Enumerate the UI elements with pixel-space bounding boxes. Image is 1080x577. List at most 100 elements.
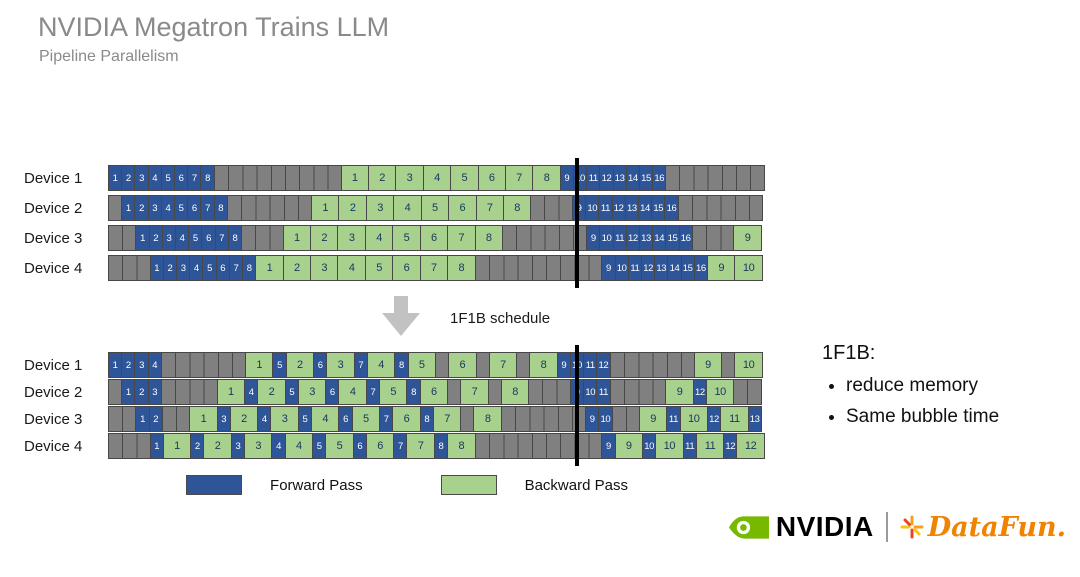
forward-cell: 2: [134, 379, 149, 405]
forward-cell: 8: [227, 225, 243, 251]
forward-cell: 2: [121, 352, 136, 378]
backward-cell: 7: [447, 225, 476, 251]
default-schedule-chart: Device 1 1 2 3 4 5 6 7 8 1 2 3 4 5 6 7 8 9 10 11 12 13 14 15 16 D…: [24, 158, 790, 288]
forward-cell: 7: [353, 352, 368, 378]
backward-pass-label: Backward Pass: [524, 476, 628, 494]
backward-cell: 1: [311, 195, 340, 221]
forward-cell: 12: [692, 379, 707, 405]
backward-cell: 6: [392, 406, 421, 432]
backward-cell: 9: [693, 352, 723, 378]
idle-cell: [475, 352, 490, 378]
forward-cell: 2: [148, 406, 163, 432]
forward-cell: 12: [723, 433, 738, 459]
forward-cell: 1: [135, 406, 150, 432]
forward-cell: 13: [638, 225, 654, 251]
forward-cell: 2: [121, 165, 136, 191]
backward-cell: 6: [392, 255, 421, 281]
backward-cell: 1: [162, 433, 192, 459]
notes-heading: 1F1B:: [822, 342, 876, 364]
forward-cell: 6: [338, 406, 353, 432]
forward-cell: 7: [379, 406, 394, 432]
backward-cell: 7: [432, 406, 462, 432]
backward-cell: 11: [720, 406, 749, 432]
pipeline-flush-line: [574, 158, 579, 288]
forward-cell: 10: [598, 406, 613, 432]
forward-cell: 3: [176, 255, 191, 281]
backward-cell: 3: [337, 225, 366, 251]
forward-cell: 7: [187, 165, 202, 191]
forward-cell: 9: [586, 225, 601, 251]
forward-cell: 11: [586, 165, 601, 191]
forward-cell: 2: [162, 255, 178, 281]
backward-cell: 5: [450, 165, 479, 191]
backward-cell: 5: [420, 195, 450, 221]
backward-cell: 8: [529, 352, 558, 378]
idle-cell: [691, 225, 735, 251]
backward-cell: 2: [203, 433, 232, 459]
backward-cell: 7: [488, 352, 518, 378]
datafun-star-icon: [900, 515, 924, 539]
idle-cell: [241, 225, 284, 251]
device-label: Device 1: [24, 356, 83, 374]
backward-cell: 3: [310, 255, 339, 281]
pipeline-flush-line: [574, 345, 579, 466]
forward-cell: 4: [189, 255, 204, 281]
backward-cell: 6: [448, 352, 477, 378]
backward-cell: 5: [407, 352, 436, 378]
backward-cell: 10: [705, 379, 735, 405]
forward-cell: 4: [160, 195, 176, 221]
backward-cell: 5: [351, 406, 381, 432]
backward-cell: 8: [447, 433, 476, 459]
notes-list: reduce memory Same bubble time: [822, 375, 1072, 428]
schedule-track: 1 1 2 2 3 3 4 4 5 5 6 6 7 7 8 8 9 9 10 10 11 11 12 12: [108, 433, 790, 459]
backward-cell: 10: [734, 352, 763, 378]
forward-cell: 13: [747, 406, 762, 432]
device-label: Device 4: [24, 437, 83, 455]
forward-cell: 6: [201, 225, 216, 251]
backward-cell: 5: [325, 433, 354, 459]
backward-cell: 3: [365, 195, 395, 221]
device-row: Device 4 1 2 3 4 5 6 7 8 1 2 3 4 5 6 7 8 9 10 11 12 13 14 15 16 9…: [24, 255, 790, 281]
device-label: Device 2: [24, 199, 83, 217]
idle-cell: [108, 433, 151, 459]
backward-cell: 6: [365, 433, 395, 459]
device-row: Device 112341526374856789101112910: [24, 352, 790, 378]
forward-cell: 1: [149, 433, 164, 459]
backward-pass-swatch: [440, 475, 497, 495]
forward-cell: 3: [147, 195, 162, 221]
backward-cell: 8: [474, 225, 503, 251]
forward-cell: 14: [637, 195, 653, 221]
backward-cell: 5: [379, 379, 408, 405]
backward-cell: 8: [447, 255, 476, 281]
forward-cell: 10: [583, 379, 598, 405]
backward-cell: 4: [337, 255, 366, 281]
device-label: Device 3: [24, 229, 83, 247]
forward-cell: 5: [284, 379, 299, 405]
backward-cell: 1: [340, 165, 369, 191]
idle-cell: [487, 379, 502, 405]
backward-cell: 3: [297, 379, 327, 405]
forward-cell: 7: [393, 433, 408, 459]
forward-cell: 4: [271, 433, 286, 459]
forward-cell: 6: [313, 352, 328, 378]
forward-cell: 2: [134, 195, 149, 221]
slide-subtitle: Pipeline Parallelism: [39, 48, 179, 65]
forward-cell: 1: [121, 195, 136, 221]
forward-cell: 9: [556, 352, 571, 378]
idle-cell: [500, 406, 587, 432]
legend-item-forward: Forward Pass: [186, 475, 363, 495]
forward-cell: 15: [651, 195, 666, 221]
backward-cell: 1: [255, 255, 284, 281]
backward-cell: 6: [419, 225, 449, 251]
forward-cell: 8: [433, 433, 449, 459]
forward-cell: 4: [244, 379, 259, 405]
forward-cell: 14: [667, 255, 682, 281]
idle-cell: [213, 165, 342, 191]
forward-cell: 10: [614, 255, 629, 281]
backward-cell: 9: [614, 433, 643, 459]
forward-cell: 12: [596, 352, 611, 378]
backward-cell: 8: [473, 406, 502, 432]
forward-cell: 1: [108, 165, 123, 191]
schedule-transition: 1F1B schedule: [382, 296, 550, 337]
